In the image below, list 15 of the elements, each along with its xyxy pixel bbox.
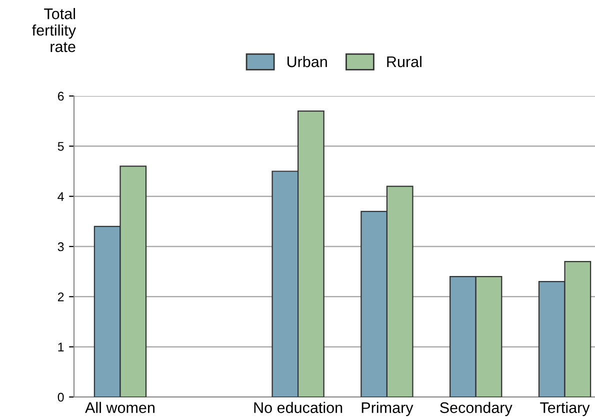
legend-label: Urban	[287, 56, 327, 68]
y-tick-label: 4	[58, 192, 64, 201]
x-tick-label: Primary	[362, 402, 414, 416]
y-tick-label: 3	[58, 242, 64, 252]
y-tick-label: 6	[58, 92, 64, 101]
y-tick-label: 0	[58, 392, 64, 402]
legend-label: Rural	[387, 56, 422, 68]
x-tick-label: No education	[254, 402, 342, 414]
y-tick-label: 2	[58, 292, 64, 302]
x-tick-label: Secondary	[440, 402, 512, 416]
y-axis-title: Total fertility rate	[32, 8, 76, 52]
y-tick-label: 1	[58, 342, 64, 352]
x-tick-label: All women	[85, 402, 154, 414]
y-tick-label: 5	[58, 142, 64, 151]
x-tick-label: Tertiary	[540, 402, 590, 416]
